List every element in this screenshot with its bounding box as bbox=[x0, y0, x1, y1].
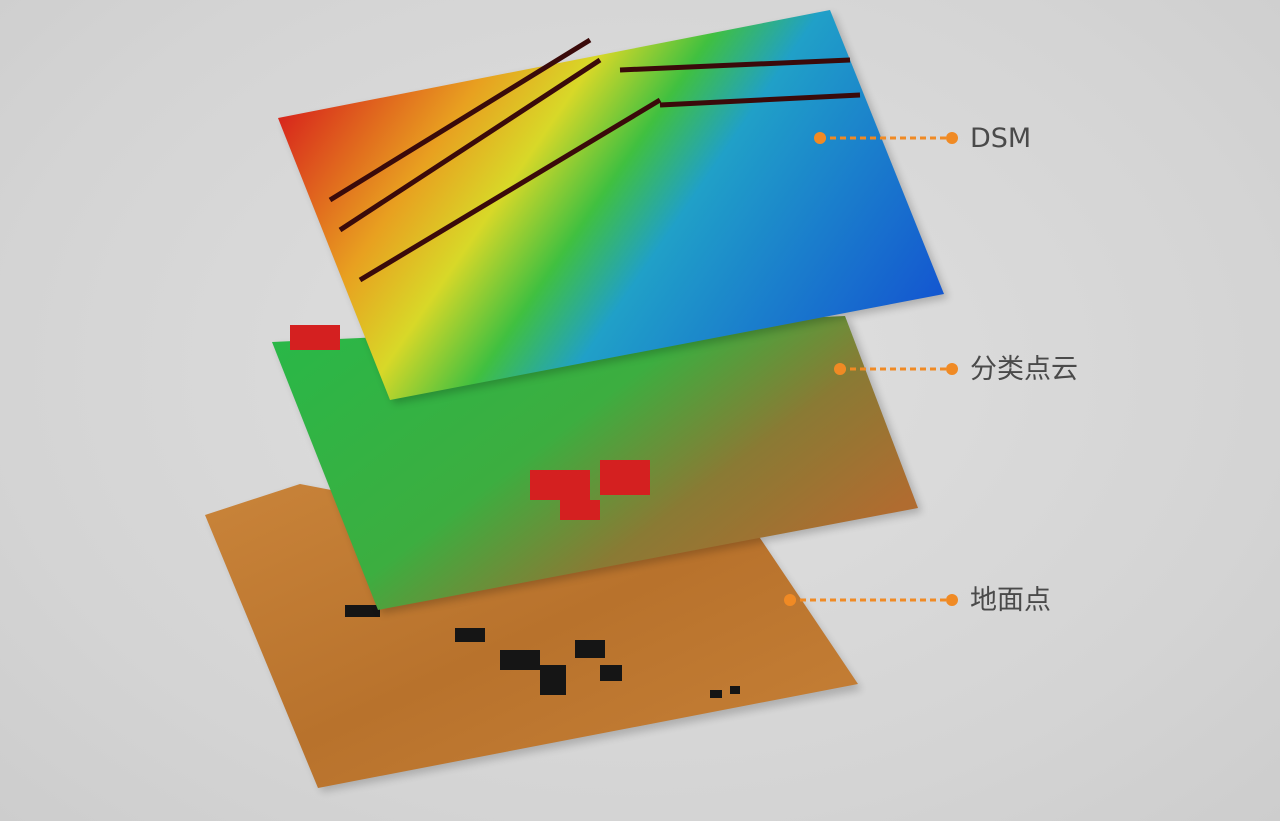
classified-callout bbox=[834, 363, 958, 375]
dsm-layer bbox=[278, 10, 948, 404]
ground-points-label: 地面点 bbox=[970, 585, 1051, 616]
ground-callout bbox=[784, 594, 958, 606]
classified-point-cloud-label: 分类点云 bbox=[970, 354, 1078, 385]
dsm-callout bbox=[814, 132, 958, 144]
dsm-label: DSM bbox=[970, 123, 1032, 154]
